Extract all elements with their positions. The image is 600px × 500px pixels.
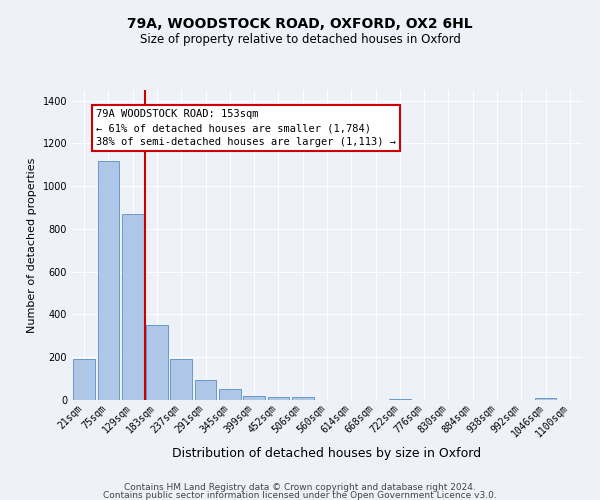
Bar — [243, 396, 265, 400]
Text: Contains HM Land Registry data © Crown copyright and database right 2024.: Contains HM Land Registry data © Crown c… — [124, 483, 476, 492]
Text: 79A WOODSTOCK ROAD: 153sqm
← 61% of detached houses are smaller (1,784)
38% of s: 79A WOODSTOCK ROAD: 153sqm ← 61% of deta… — [96, 109, 396, 147]
Bar — [170, 360, 192, 400]
Bar — [268, 397, 289, 400]
Bar — [389, 399, 411, 400]
Text: Size of property relative to detached houses in Oxford: Size of property relative to detached ho… — [140, 32, 460, 46]
Bar — [122, 214, 143, 400]
Bar — [194, 380, 217, 400]
Bar — [97, 160, 119, 400]
Bar — [292, 397, 314, 400]
X-axis label: Distribution of detached houses by size in Oxford: Distribution of detached houses by size … — [172, 448, 482, 460]
Bar — [219, 390, 241, 400]
Text: 79A, WOODSTOCK ROAD, OXFORD, OX2 6HL: 79A, WOODSTOCK ROAD, OXFORD, OX2 6HL — [127, 18, 473, 32]
Text: Contains public sector information licensed under the Open Government Licence v3: Contains public sector information licen… — [103, 492, 497, 500]
Bar — [146, 325, 168, 400]
Bar — [73, 360, 95, 400]
Y-axis label: Number of detached properties: Number of detached properties — [27, 158, 37, 332]
Bar — [535, 398, 556, 400]
